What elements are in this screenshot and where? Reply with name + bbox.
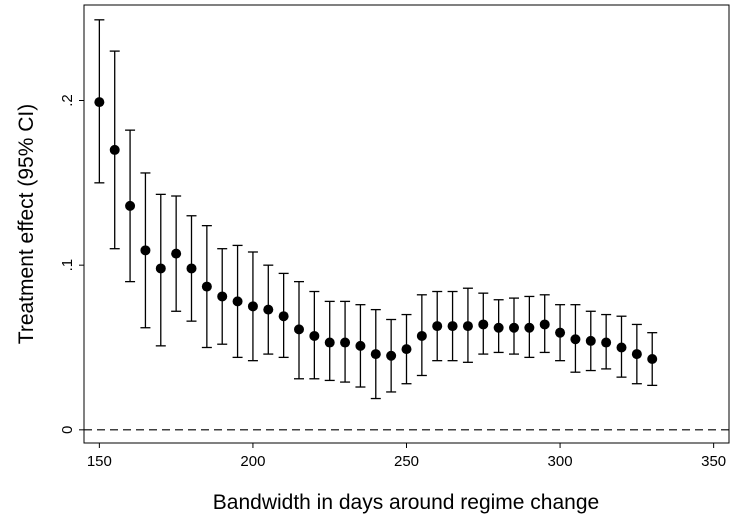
- point-estimate: [109, 144, 120, 155]
- point-estimate: [509, 322, 519, 333]
- confidence-interval-bars: [94, 19, 658, 400]
- point-estimate: [386, 350, 397, 361]
- point-estimate: [370, 349, 381, 360]
- point-estimate: [125, 200, 136, 211]
- y-axis-title: Treatment effect (95% CI): [15, 104, 38, 344]
- point-estimate: [340, 337, 351, 348]
- point-estimate: [140, 245, 151, 256]
- x-tick-label: 350: [701, 453, 726, 470]
- point-estimate: [616, 342, 627, 353]
- x-tick-label: 200: [240, 453, 265, 470]
- point-estimate: [478, 319, 489, 330]
- y-tick-label: .2: [59, 94, 76, 107]
- point-estimate: [186, 263, 197, 274]
- x-axis-ticks: 150 200 250 300 350: [87, 443, 726, 470]
- x-tick-label: 150: [87, 453, 112, 470]
- point-estimate: [555, 327, 566, 338]
- point-estimate: [462, 321, 473, 332]
- point-estimate: [570, 334, 581, 345]
- point-estimate: [601, 337, 612, 348]
- point-estimate: [171, 248, 182, 259]
- point-estimate: [263, 304, 274, 315]
- point-estimate: [201, 281, 212, 292]
- point-estimate: [647, 354, 658, 365]
- x-tick-label: 300: [548, 453, 573, 470]
- point-estimate: [585, 335, 596, 346]
- point-estimate: [94, 97, 105, 108]
- point-estimate: [247, 301, 258, 312]
- point-estimate: [631, 349, 642, 360]
- point-estimate: [232, 296, 243, 307]
- point-estimate: [278, 311, 289, 322]
- point-estimate: [524, 322, 535, 333]
- y-axis-ticks: 0 .1 .2: [59, 94, 84, 434]
- point-estimate: [539, 319, 550, 330]
- point-estimate: [432, 321, 443, 332]
- point-estimate: [401, 344, 412, 355]
- x-tick-label: 250: [394, 453, 419, 470]
- point-estimate: [493, 322, 504, 333]
- point-estimate: [309, 330, 320, 341]
- point-estimate: [447, 321, 458, 332]
- point-estimate: [155, 263, 166, 274]
- point-estimate: [416, 330, 427, 341]
- point-estimate: [324, 337, 335, 348]
- point-estimate: [355, 340, 366, 351]
- point-estimates: [94, 97, 658, 365]
- y-tick-label: 0: [59, 426, 76, 434]
- y-tick-label: .1: [59, 259, 76, 272]
- x-axis-title: Bandwidth in days around regime change: [213, 491, 599, 514]
- point-estimate: [294, 324, 304, 335]
- point-estimate: [217, 291, 228, 302]
